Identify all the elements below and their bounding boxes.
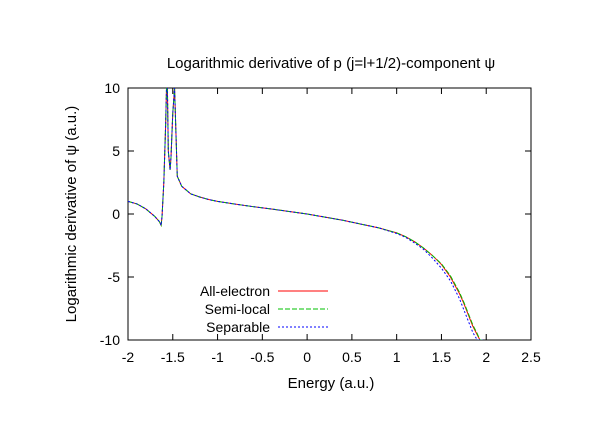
- legend-label: Semi-local: [205, 301, 270, 317]
- x-tick-label: 1.5: [432, 349, 452, 365]
- x-tick-label: 0.5: [342, 349, 362, 365]
- x-tick-label: -0.5: [250, 349, 274, 365]
- legend-label: All-electron: [200, 283, 270, 299]
- legend: All-electron Semi-local Separable: [200, 283, 328, 335]
- y-tick-label: -5: [108, 269, 121, 285]
- series-line-separable: [128, 88, 483, 340]
- y-axis-label: Logarithmic derivative of ψ (a.u.): [63, 106, 80, 323]
- x-tick-label: 2: [482, 349, 490, 365]
- x-tick-label: 1: [393, 349, 401, 365]
- x-tick-label: -2: [122, 349, 135, 365]
- y-tick-label: 0: [112, 206, 120, 222]
- x-tick-label: -1: [211, 349, 224, 365]
- chart-title: Logarithmic derivative of p (j=l+1/2)-co…: [167, 55, 495, 72]
- x-tick-label: 2.5: [521, 349, 541, 365]
- y-tick-labels: 10 5 0 -5 -10: [100, 80, 120, 348]
- x-tick-label: 0: [303, 349, 311, 365]
- x-axis-label: Energy (a.u.): [288, 375, 375, 392]
- y-tick-label: -10: [100, 332, 120, 348]
- series-lines: [128, 88, 483, 340]
- x-tick-label: -1.5: [161, 349, 185, 365]
- legend-label: Separable: [206, 319, 270, 335]
- y-tick-label: 10: [104, 80, 120, 96]
- tick-marks: [127, 87, 532, 341]
- x-tick-labels: -2 -1.5 -1 -0.5 0 0.5 1 1.5 2 2.5: [122, 349, 541, 365]
- y-tick-label: 5: [112, 143, 120, 159]
